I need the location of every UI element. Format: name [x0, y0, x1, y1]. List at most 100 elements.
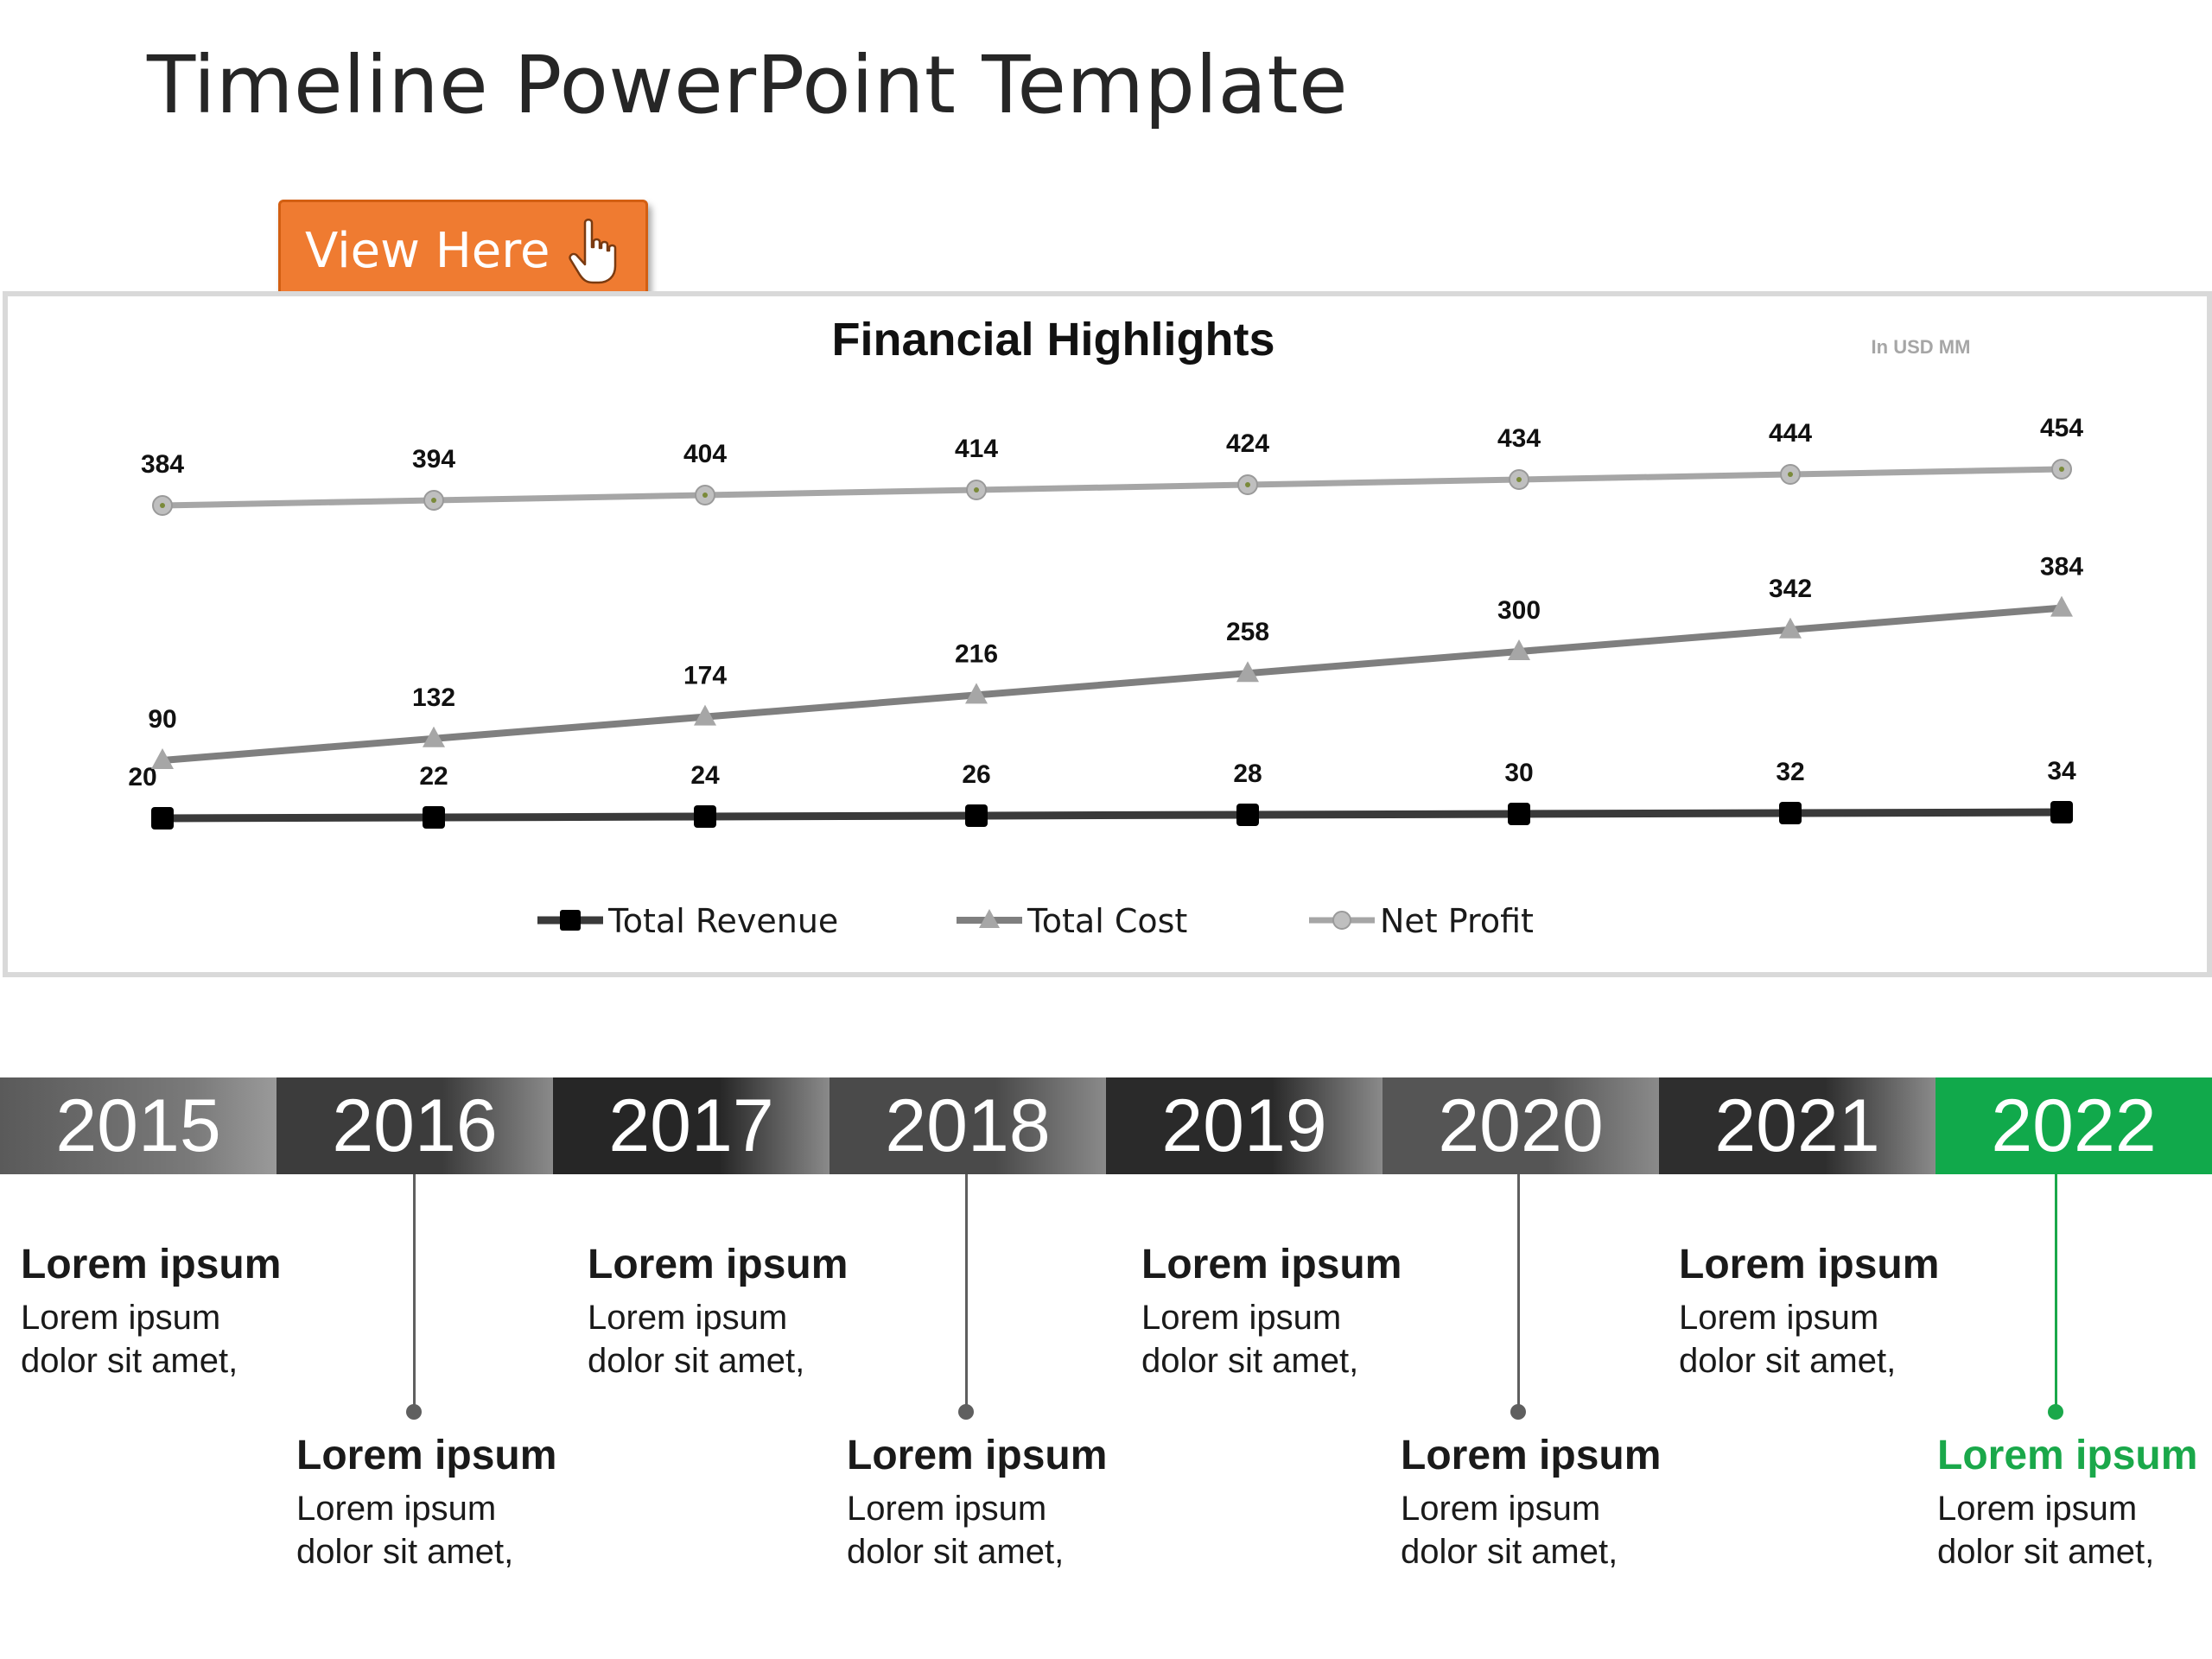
chart-panel: Financial Highlights In USD MM 20 22 24 26 2… — [3, 291, 2212, 977]
timeline-year-2021: 2021 — [1659, 1077, 1936, 1174]
data-label: 32 — [1776, 758, 1804, 786]
timeline-item-body: Lorem ipsum dolor sit amet, — [588, 1296, 873, 1382]
timeline-item-body: Lorem ipsum dolor sit amet, — [1141, 1296, 1427, 1382]
data-label: 22 — [419, 762, 448, 791]
timeline-bar: 2015 2016 2017 2018 2019 2020 2021 2022 — [0, 1077, 2212, 1174]
data-label: 28 — [1233, 760, 1262, 788]
financial-highlights-chart: Financial Highlights In USD MM 20 22 24 26 2… — [128, 314, 2083, 940]
timeline-item-heading: Lorem ipsum — [847, 1433, 1108, 1478]
series-line-net-profit — [162, 466, 2063, 509]
data-label: 434 — [1497, 424, 1541, 453]
series-line-total-revenue — [162, 808, 2063, 823]
timeline-year-2022: 2022 — [1936, 1077, 2212, 1174]
timeline-item-body: Lorem ipsum dolor sit amet, — [847, 1487, 1132, 1573]
legend-marker — [1332, 911, 1351, 930]
timeline-connector-dot — [1510, 1404, 1526, 1420]
data-point-center — [2059, 467, 2064, 472]
timeline-connector — [2055, 1174, 2057, 1412]
timeline-item-line: dolor sit amet, — [1141, 1342, 1359, 1380]
data-point — [423, 806, 445, 829]
timeline-item-2017: Lorem ipsum Lorem ipsum dolor sit amet, — [588, 1241, 873, 1382]
data-point-center — [431, 498, 436, 503]
data-point — [423, 726, 445, 747]
timeline-item-line: Lorem ipsum — [847, 1490, 1047, 1528]
data-point — [694, 805, 716, 828]
timeline-item-line: dolor sit amet, — [1401, 1533, 1618, 1571]
timeline-item-2019: Lorem ipsum Lorem ipsum dolor sit amet, — [1141, 1241, 1427, 1382]
data-point — [1779, 617, 1802, 639]
data-point-center — [1516, 477, 1522, 482]
chart-title: Financial Highlights — [831, 314, 1274, 365]
data-label: 26 — [962, 760, 990, 789]
timeline-connector — [413, 1174, 416, 1412]
data-point — [151, 807, 174, 830]
timeline-item-2022: Lorem ipsum Lorem ipsum dolor sit amet, — [1937, 1432, 2212, 1573]
timeline-connector-dot — [2048, 1404, 2063, 1420]
timeline-item-2015: Lorem ipsum Lorem ipsum dolor sit amet, — [21, 1241, 306, 1382]
legend-label: Total Cost — [1027, 902, 1187, 940]
timeline-item-line: Lorem ipsum — [1937, 1490, 2138, 1528]
timeline-item-2020: Lorem ipsum Lorem ipsum dolor sit amet, — [1401, 1432, 1686, 1573]
data-point-center — [1245, 482, 1250, 487]
timeline-item-line: Lorem ipsum — [296, 1490, 497, 1528]
data-point — [965, 804, 988, 827]
data-label: 444 — [1769, 419, 1812, 448]
timeline-item-body: Lorem ipsum dolor sit amet, — [296, 1487, 582, 1573]
data-label: 34 — [2047, 757, 2076, 785]
timeline-year-2018: 2018 — [830, 1077, 1106, 1174]
timeline-year-2020: 2020 — [1382, 1077, 1659, 1174]
data-point — [1508, 803, 1530, 825]
timeline-item-heading: Lorem ipsum — [588, 1242, 849, 1287]
series-line-total-cost — [162, 604, 2063, 764]
timeline-item-heading: Lorem ipsum — [21, 1242, 282, 1287]
timeline-item-line: Lorem ipsum — [588, 1299, 788, 1337]
data-label: 216 — [955, 639, 998, 668]
timeline-item-body: Lorem ipsum dolor sit amet, — [1679, 1296, 1964, 1382]
timeline-item-heading: Lorem ipsum — [1679, 1242, 1940, 1287]
timeline-item-line: dolor sit amet, — [1679, 1342, 1897, 1380]
timeline-connector-dot — [406, 1404, 422, 1420]
data-point — [1508, 639, 1530, 660]
data-label: 454 — [2040, 414, 2083, 442]
data-label: 30 — [1504, 759, 1533, 787]
data-point — [965, 683, 988, 704]
data-label: 300 — [1497, 596, 1541, 625]
data-label: 384 — [2040, 553, 2083, 582]
timeline-item-2021: Lorem ipsum Lorem ipsum dolor sit amet, — [1679, 1241, 1964, 1382]
timeline-item-line: dolor sit amet, — [21, 1342, 238, 1380]
data-point — [1779, 802, 1802, 824]
data-point — [694, 704, 716, 726]
timeline-item-line: dolor sit amet, — [588, 1342, 805, 1380]
data-point-center — [160, 503, 165, 508]
timeline-item-2016: Lorem ipsum Lorem ipsum dolor sit amet, — [296, 1432, 582, 1573]
timeline-item-body: Lorem ipsum dolor sit amet, — [1401, 1487, 1686, 1573]
data-point — [1236, 804, 1259, 826]
timeline-connector-dot — [958, 1404, 974, 1420]
timeline-year-2015: 2015 — [0, 1077, 276, 1174]
data-label: 404 — [683, 440, 727, 468]
timeline-connector — [965, 1174, 968, 1412]
legend-label: Net Profit — [1380, 902, 1534, 940]
timeline-item-line: dolor sit amet, — [296, 1533, 514, 1571]
series-layer: 20 22 24 26 28 30 32 34901321742162583003423843… — [128, 414, 2083, 830]
timeline-item-line: Lorem ipsum — [21, 1299, 221, 1337]
chart-legend: Total Revenue Total Cost Net Profit — [537, 902, 1534, 940]
timeline-year-2016: 2016 — [276, 1077, 553, 1174]
timeline-item-heading: Lorem ipsum — [296, 1433, 557, 1478]
timeline-year-2017: 2017 — [553, 1077, 830, 1174]
data-point — [2050, 801, 2073, 823]
data-point-center — [974, 487, 979, 493]
timeline-item-line: Lorem ipsum — [1141, 1299, 1342, 1337]
page-title: Timeline PowerPoint Template — [147, 39, 1349, 131]
data-label: 424 — [1226, 429, 1269, 458]
data-point — [151, 748, 174, 769]
timeline-item-2018: Lorem ipsum Lorem ipsum dolor sit amet, — [847, 1432, 1132, 1573]
view-here-button[interactable]: View Here — [278, 200, 648, 302]
data-label: 394 — [412, 445, 455, 474]
data-point-center — [702, 493, 708, 498]
timeline-item-line: dolor sit amet, — [847, 1533, 1065, 1571]
timeline-item-line: Lorem ipsum — [1679, 1299, 1879, 1337]
data-label: 132 — [412, 683, 455, 712]
timeline-item-line: Lorem ipsum — [1401, 1490, 1601, 1528]
timeline-item-heading: Lorem ipsum — [1401, 1433, 1662, 1478]
